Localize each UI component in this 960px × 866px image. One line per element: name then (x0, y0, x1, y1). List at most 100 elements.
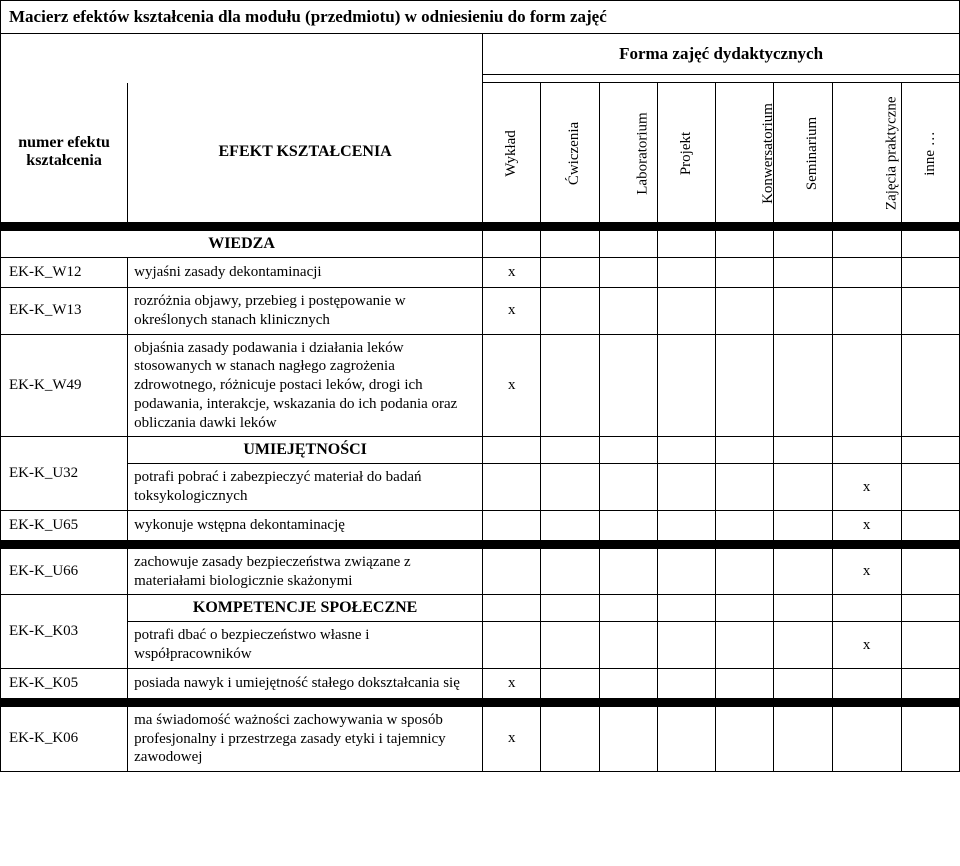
mark (541, 258, 599, 288)
mark (483, 622, 541, 669)
effect-code: EK-K_K03 (1, 595, 128, 669)
mark (901, 288, 959, 335)
mark (483, 464, 541, 511)
mark (832, 334, 901, 437)
table-row: EK-K_U65 wykonuje wstępna dekontaminację… (1, 510, 960, 540)
mark: x (483, 258, 541, 288)
mark (774, 464, 832, 511)
mark (901, 668, 959, 698)
form-col-laboratorium: Laboratorium (634, 112, 651, 194)
section-label-wiedza: WIEDZA (1, 231, 483, 258)
effect-desc: potrafi pobrać i zabezpieczyć materiał d… (128, 464, 483, 511)
section-label-umiej: UMIEJĘTNOŚCI (128, 437, 483, 464)
mark (599, 464, 657, 511)
mark (541, 288, 599, 335)
mark (541, 464, 599, 511)
mark (774, 510, 832, 540)
mark (716, 548, 774, 595)
form-col-inne: inne … (922, 131, 939, 176)
mark (657, 464, 715, 511)
section-band-bottom (1, 698, 960, 706)
mark (901, 706, 959, 771)
table-row: EK-K_K05 posiada nawyk i umiejętność sta… (1, 668, 960, 698)
form-col-seminarium: Seminarium (805, 116, 822, 189)
effect-desc: posiada nawyk i umiejętność stałego doks… (128, 668, 483, 698)
mark: x (483, 706, 541, 771)
mark (832, 706, 901, 771)
table-row: EK-K_W13 rozróżnia objawy, przebieg i po… (1, 288, 960, 335)
effect-desc: rozróżnia objawy, przebieg i postępowani… (128, 288, 483, 335)
col-header-code: numer efektu kształcenia (5, 134, 123, 170)
mark (541, 510, 599, 540)
mark (599, 510, 657, 540)
effect-code: EK-K_U65 (1, 510, 128, 540)
mark: x (832, 622, 901, 669)
mark (774, 668, 832, 698)
mark (832, 668, 901, 698)
effect-desc: wykonuje wstępna dekontaminację (128, 510, 483, 540)
effect-desc: zachowuje zasady bezpieczeństwa związane… (128, 548, 483, 595)
form-col-zajecia-praktyczne: Zajęcia praktyczne (883, 96, 900, 210)
effect-desc: ma świadomość ważności zachowywania w sp… (128, 706, 483, 771)
effect-code: EK-K_K06 (1, 706, 128, 771)
mark (901, 510, 959, 540)
forms-header: Forma zajęć dydaktycznych (483, 34, 960, 75)
mark (541, 548, 599, 595)
table-row: EK-K_K03 KOMPETENCJE SPOŁECZNE (1, 595, 960, 622)
mark (716, 622, 774, 669)
mark (541, 706, 599, 771)
mark (901, 548, 959, 595)
section-label-komp: KOMPETENCJE SPOŁECZNE (128, 595, 483, 622)
mark (716, 706, 774, 771)
mark (599, 706, 657, 771)
mark (541, 668, 599, 698)
mark: x (832, 464, 901, 511)
mark (716, 334, 774, 437)
mark (599, 548, 657, 595)
mark (901, 622, 959, 669)
mark (774, 258, 832, 288)
mark (657, 668, 715, 698)
col-header-effect: EFEKT KSZTAŁCENIA (132, 143, 478, 161)
mark (483, 548, 541, 595)
mark (657, 706, 715, 771)
form-col-projekt: Projekt (678, 131, 695, 174)
mark (599, 668, 657, 698)
mark (657, 548, 715, 595)
section-band-wiedza (1, 223, 960, 231)
effect-code: EK-K_K05 (1, 668, 128, 698)
mark (599, 334, 657, 437)
mark (716, 668, 774, 698)
mark (901, 464, 959, 511)
table-row: EK-K_K06 ma świadomość ważności zachowyw… (1, 706, 960, 771)
mark (716, 258, 774, 288)
mark (599, 288, 657, 335)
effect-code: EK-K_U66 (1, 548, 128, 595)
effect-desc: potrafi dbać o bezpieczeństwo własne i w… (128, 622, 483, 669)
mark (483, 510, 541, 540)
table-row: EK-K_W12 wyjaśni zasady dekontaminacji x (1, 258, 960, 288)
mark (716, 288, 774, 335)
mark: x (483, 288, 541, 335)
mark (774, 622, 832, 669)
mark (832, 258, 901, 288)
mark (599, 622, 657, 669)
mark: x (483, 668, 541, 698)
mark (541, 334, 599, 437)
mark: x (483, 334, 541, 437)
mark (657, 510, 715, 540)
effect-code: EK-K_W13 (1, 288, 128, 335)
section-band-komp (1, 540, 960, 548)
mark (774, 288, 832, 335)
mark (774, 548, 832, 595)
mark (901, 258, 959, 288)
effect-desc: wyjaśni zasady dekontaminacji (128, 258, 483, 288)
mark (657, 334, 715, 437)
effect-code: EK-K_W49 (1, 334, 128, 437)
table-row: potrafi pobrać i zabezpieczyć materiał d… (1, 464, 960, 511)
mark (716, 510, 774, 540)
table-row: EK-K_U32 UMIEJĘTNOŚCI (1, 437, 960, 464)
mark (774, 334, 832, 437)
table-row: potrafi dbać o bezpieczeństwo własne i w… (1, 622, 960, 669)
mark: x (832, 510, 901, 540)
